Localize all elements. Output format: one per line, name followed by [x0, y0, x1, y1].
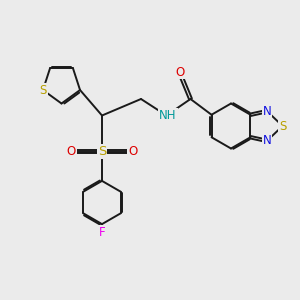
Text: S: S	[98, 145, 106, 158]
Text: NH: NH	[159, 109, 177, 122]
Text: N: N	[262, 105, 272, 118]
Text: N: N	[262, 134, 272, 147]
Text: O: O	[128, 145, 137, 158]
Text: S: S	[39, 83, 46, 97]
Text: O: O	[176, 65, 184, 79]
Text: S: S	[279, 119, 286, 133]
Text: O: O	[67, 145, 76, 158]
Text: F: F	[99, 226, 105, 239]
